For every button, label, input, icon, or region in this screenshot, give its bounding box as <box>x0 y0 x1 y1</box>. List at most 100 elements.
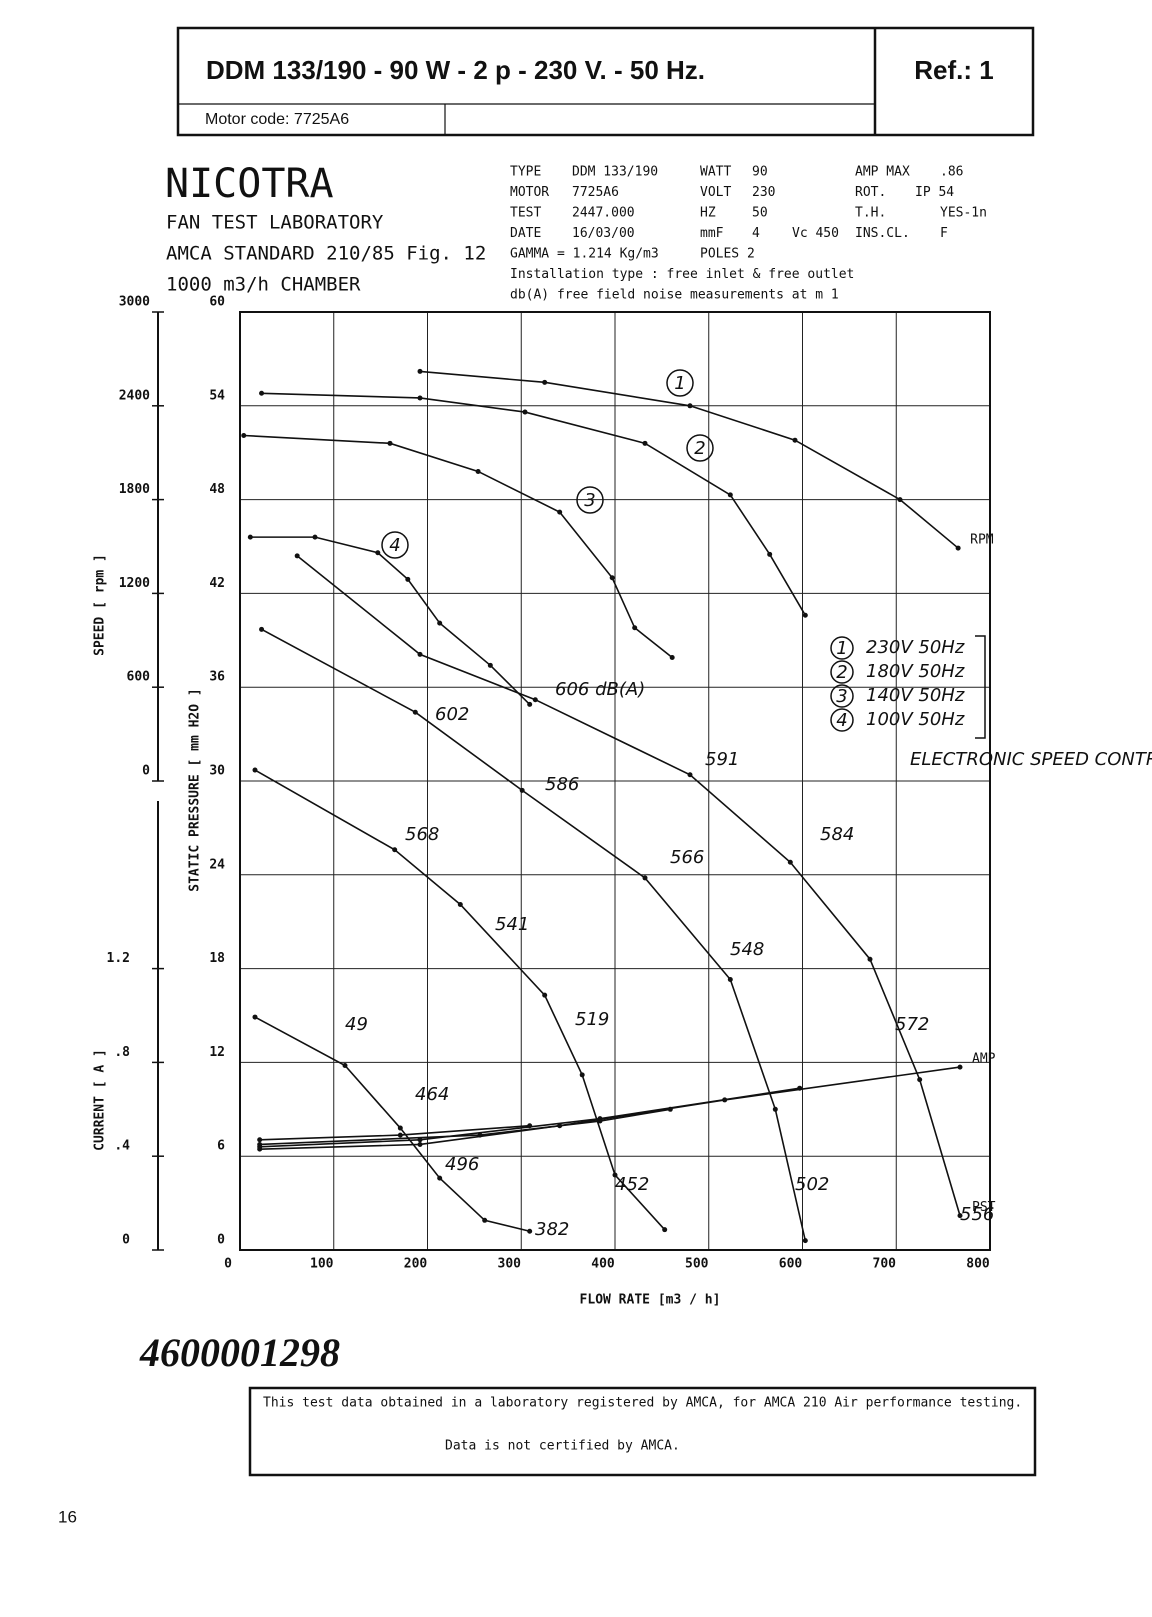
curve-point <box>417 651 423 657</box>
curve-point <box>542 379 548 385</box>
noise-label: 382 <box>535 1219 569 1240</box>
noise-label: 496 <box>445 1154 479 1175</box>
curve-point <box>642 440 648 446</box>
brand: NICOTRA <box>165 161 334 207</box>
curve-point <box>392 847 398 853</box>
curve-point <box>417 395 423 401</box>
note-line: This test data obtained in a laboratory … <box>263 1396 1022 1411</box>
curve-point <box>417 1137 423 1143</box>
y2-tick-label: 1200 <box>119 576 150 591</box>
curve-point <box>532 697 538 703</box>
legend-circle <box>830 684 854 708</box>
noise-label: 586 <box>545 774 579 795</box>
y-tick-label: 24 <box>209 857 225 872</box>
x-tick-label: 200 <box>404 1257 428 1272</box>
y2-tick-label: 2400 <box>119 388 150 403</box>
curve-point <box>667 1106 673 1112</box>
x-tick-label: 800 <box>966 1257 990 1272</box>
curve-point <box>241 433 247 439</box>
curve <box>259 1108 671 1146</box>
tag-circle <box>381 531 409 559</box>
noise-label: 566 <box>670 847 704 868</box>
spec-cell: INS.CL. <box>855 226 910 241</box>
noise-label: 591 <box>705 749 739 770</box>
y2-tick-label: 1800 <box>119 482 150 497</box>
page-number: 16 <box>58 1507 77 1526</box>
legend-label: 100V 50Hz <box>866 709 965 730</box>
spec-cell: DATE <box>510 226 541 241</box>
spec-cell: DDM 133/190 <box>572 165 658 180</box>
curve-point <box>662 1227 668 1233</box>
noise-label: 548 <box>730 939 764 960</box>
y2-axis-title: SPEED [ rpm ] <box>93 554 108 656</box>
curve <box>259 1087 800 1148</box>
noise-label: 49 <box>345 1014 368 1035</box>
x-tick-label: 0 <box>224 1257 232 1272</box>
curve-point <box>397 1132 403 1138</box>
curve-point <box>259 626 265 632</box>
curve-point <box>642 875 648 881</box>
spec-cell: F <box>940 226 948 241</box>
plot-frame <box>239 311 991 1251</box>
curve-point <box>257 1137 263 1143</box>
spec-cell: TEST <box>510 206 541 221</box>
curve-point <box>437 1175 443 1181</box>
curve-point <box>405 576 411 582</box>
spec-cell: 230 <box>752 185 775 200</box>
spec-cell: .86 <box>940 165 963 180</box>
curve-point <box>897 497 903 503</box>
curve-point <box>542 992 548 998</box>
y3-axis-title: CURRENT [ A ] <box>93 1049 108 1151</box>
curve-point <box>417 1141 423 1147</box>
curve-point <box>312 534 318 540</box>
y3-tick-label: .8 <box>114 1045 130 1060</box>
curve-point <box>792 437 798 443</box>
legend-number: 4 <box>836 710 847 731</box>
curve-point <box>527 1123 533 1129</box>
curve-point <box>475 468 481 474</box>
curve <box>254 1016 530 1233</box>
curve-point <box>457 902 463 908</box>
curve-point <box>527 1228 533 1234</box>
curve-end-label: AMP <box>972 1052 996 1067</box>
legend-number: 2 <box>836 662 847 683</box>
curve-point <box>417 368 423 374</box>
curve-tag: 4 <box>389 535 400 556</box>
header-title: DDM 133/190 - 90 W - 2 p - 230 V. - 50 H… <box>206 55 705 85</box>
spec-cell: MOTOR <box>510 185 549 200</box>
y-tick-label: 0 <box>217 1233 225 1248</box>
y-tick-label: 60 <box>209 295 225 310</box>
noise-label: 541 <box>495 914 529 935</box>
curve-point <box>252 1014 258 1020</box>
y2-tick-label: 0 <box>142 764 150 779</box>
spec-cell: 50 <box>752 206 768 221</box>
curve-point <box>727 492 733 498</box>
y-tick-label: 42 <box>209 576 225 591</box>
x-tick-label: 500 <box>685 1257 709 1272</box>
spec-cell: VOLT <box>700 185 731 200</box>
curve <box>296 555 961 1216</box>
y-axis-title: STATIC PRESSURE [ mm H2O ] <box>188 688 203 892</box>
header-box <box>176 26 1035 137</box>
legend-number: 3 <box>836 686 847 707</box>
spec-cell: mmF <box>700 226 724 241</box>
spec-cell: HZ <box>700 206 716 221</box>
y3-tick-label: 0 <box>122 1233 130 1248</box>
curve-tag: 1 <box>674 373 685 394</box>
spec-cell: AMP MAX <box>855 165 910 180</box>
spec-cell: WATT <box>700 165 731 180</box>
spec-cell: 7725A6 <box>572 185 619 200</box>
curve-point <box>259 390 265 396</box>
spec-cell: 2447.000 <box>572 206 635 221</box>
curve-point <box>687 403 693 409</box>
curve-point <box>557 509 563 515</box>
legend-circle <box>830 660 854 684</box>
curve-point <box>867 956 873 962</box>
curve-point <box>797 1085 803 1091</box>
curve-tag: 3 <box>584 490 595 511</box>
curve-point <box>957 1064 963 1070</box>
curve <box>419 370 959 549</box>
legend-circle <box>830 708 854 732</box>
curve-point <box>609 575 615 581</box>
